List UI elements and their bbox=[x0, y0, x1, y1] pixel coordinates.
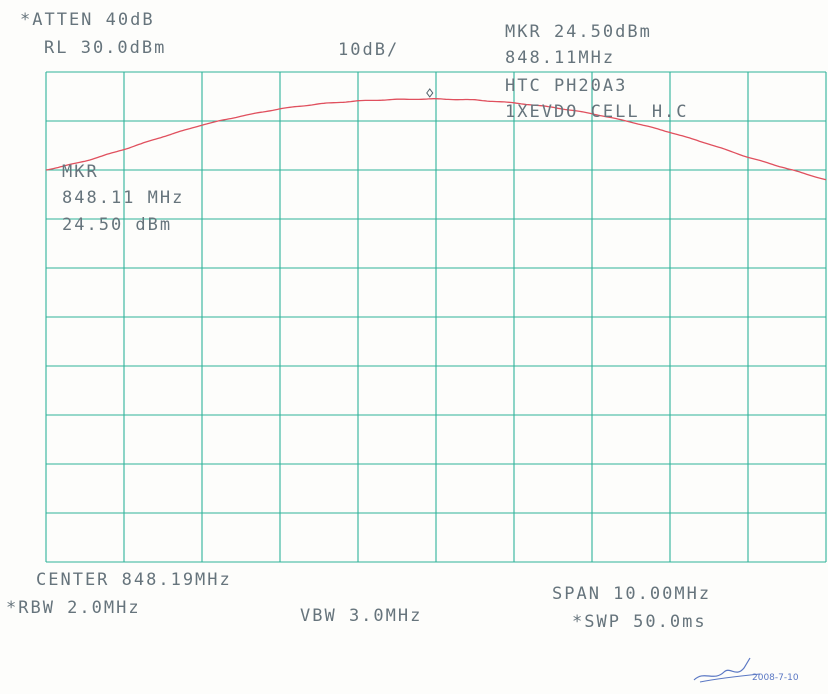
marker-box-freq: 848.11 MHz bbox=[62, 188, 185, 208]
marker-box-level: 24.50 dBm bbox=[62, 215, 173, 235]
marker-box-title: MKR bbox=[62, 162, 99, 182]
marker-freq-readout: 848.11MHz bbox=[505, 48, 616, 68]
scale-readout: 10dB/ bbox=[338, 40, 400, 60]
sweep-readout: *SWP 50.0ms bbox=[572, 612, 707, 632]
trace-line bbox=[45, 98, 827, 181]
ref-level-readout: RL 30.0dBm bbox=[44, 38, 167, 58]
handwritten-signature: 2008-7-10 bbox=[693, 657, 799, 683]
rbw-readout: *RBW 2.0MHz bbox=[6, 598, 141, 618]
trace-group bbox=[45, 98, 827, 181]
center-freq-readout: CENTER 848.19MHz bbox=[36, 570, 232, 590]
device-label: HTC PH20A3 bbox=[505, 76, 628, 96]
graticule bbox=[45, 71, 827, 563]
vbw-readout: VBW 3.0MHz bbox=[300, 606, 423, 626]
peak-marker bbox=[426, 88, 434, 98]
atten-readout: *ATTEN 40dB bbox=[20, 10, 155, 30]
marker-level-readout: MKR 24.50dBm bbox=[505, 22, 652, 42]
signature-date: 2008-7-10 bbox=[752, 673, 799, 683]
mode-label: 1XEVDO CELL H.C bbox=[505, 102, 689, 122]
span-readout: SPAN 10.00MHz bbox=[552, 584, 712, 604]
marker-group bbox=[426, 88, 434, 98]
